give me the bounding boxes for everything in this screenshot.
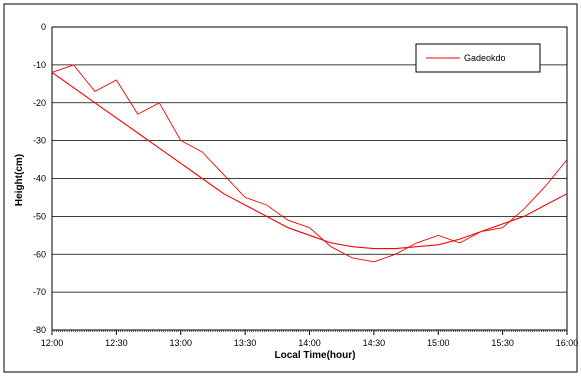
y-tick-label: -20 bbox=[33, 98, 46, 108]
x-tick-label: 14:00 bbox=[298, 338, 321, 348]
y-tick-label: -60 bbox=[33, 249, 46, 259]
y-tick-label: -40 bbox=[33, 174, 46, 184]
series-line-smoothed bbox=[51, 71, 568, 250]
legend: Gadeokdo bbox=[415, 43, 541, 73]
y-tick-label: -10 bbox=[33, 60, 46, 70]
x-tick-label: 14:30 bbox=[363, 338, 386, 348]
x-tick-label: 13:30 bbox=[234, 338, 257, 348]
y-tick-label: -50 bbox=[33, 211, 46, 221]
y-tick-labels: 0 -10 -20 -30 -40 -50 -60 -70 -80 bbox=[33, 22, 46, 335]
x-minor-ticks bbox=[51, 330, 568, 332]
y-tick-label: -30 bbox=[33, 136, 46, 146]
x-tick-label: 15:30 bbox=[491, 338, 514, 348]
y-tick-label: -70 bbox=[33, 287, 46, 297]
x-axis-title: Local Time(hour) bbox=[275, 350, 356, 361]
legend-label: Gadeokdo bbox=[464, 53, 506, 63]
x-tick-label: 16:00 bbox=[556, 338, 579, 348]
x-tick-label: 15:00 bbox=[427, 338, 450, 348]
y-tick-label: 0 bbox=[41, 22, 46, 32]
x-tick-label: 13:00 bbox=[169, 338, 192, 348]
y-tick-label: -80 bbox=[33, 325, 46, 335]
x-tick-label: 12:00 bbox=[41, 338, 64, 348]
y-axis-title: Height(cm) bbox=[14, 154, 25, 206]
x-tick-label: 12:30 bbox=[105, 338, 128, 348]
x-tick-labels: 12:00 12:30 13:00 13:30 14:00 14:30 15:00 15:30… bbox=[41, 330, 579, 348]
series-lines bbox=[51, 64, 568, 263]
